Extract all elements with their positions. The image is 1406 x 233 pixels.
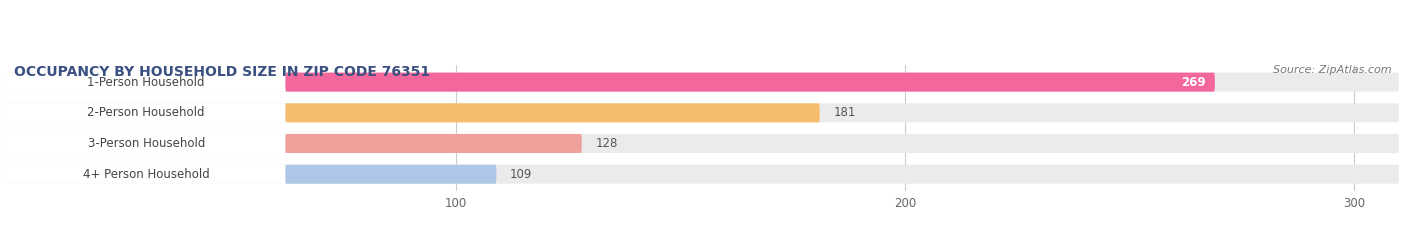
Text: 4+ Person Household: 4+ Person Household: [83, 168, 209, 181]
Text: 2-Person Household: 2-Person Household: [87, 106, 205, 119]
Text: 128: 128: [595, 137, 617, 150]
FancyBboxPatch shape: [7, 165, 1399, 184]
FancyBboxPatch shape: [7, 134, 1399, 153]
FancyBboxPatch shape: [285, 134, 582, 153]
Text: 109: 109: [510, 168, 533, 181]
Text: 181: 181: [834, 106, 856, 119]
FancyBboxPatch shape: [285, 73, 1215, 92]
FancyBboxPatch shape: [7, 73, 1399, 92]
Text: 269: 269: [1181, 76, 1206, 89]
FancyBboxPatch shape: [7, 103, 1399, 122]
Text: Source: ZipAtlas.com: Source: ZipAtlas.com: [1274, 65, 1392, 75]
FancyBboxPatch shape: [285, 165, 496, 184]
FancyBboxPatch shape: [7, 73, 285, 92]
Text: 3-Person Household: 3-Person Household: [87, 137, 205, 150]
FancyBboxPatch shape: [7, 134, 285, 153]
FancyBboxPatch shape: [7, 165, 285, 184]
FancyBboxPatch shape: [285, 103, 820, 122]
Text: 1-Person Household: 1-Person Household: [87, 76, 205, 89]
Text: OCCUPANCY BY HOUSEHOLD SIZE IN ZIP CODE 76351: OCCUPANCY BY HOUSEHOLD SIZE IN ZIP CODE …: [14, 65, 430, 79]
FancyBboxPatch shape: [7, 103, 285, 122]
